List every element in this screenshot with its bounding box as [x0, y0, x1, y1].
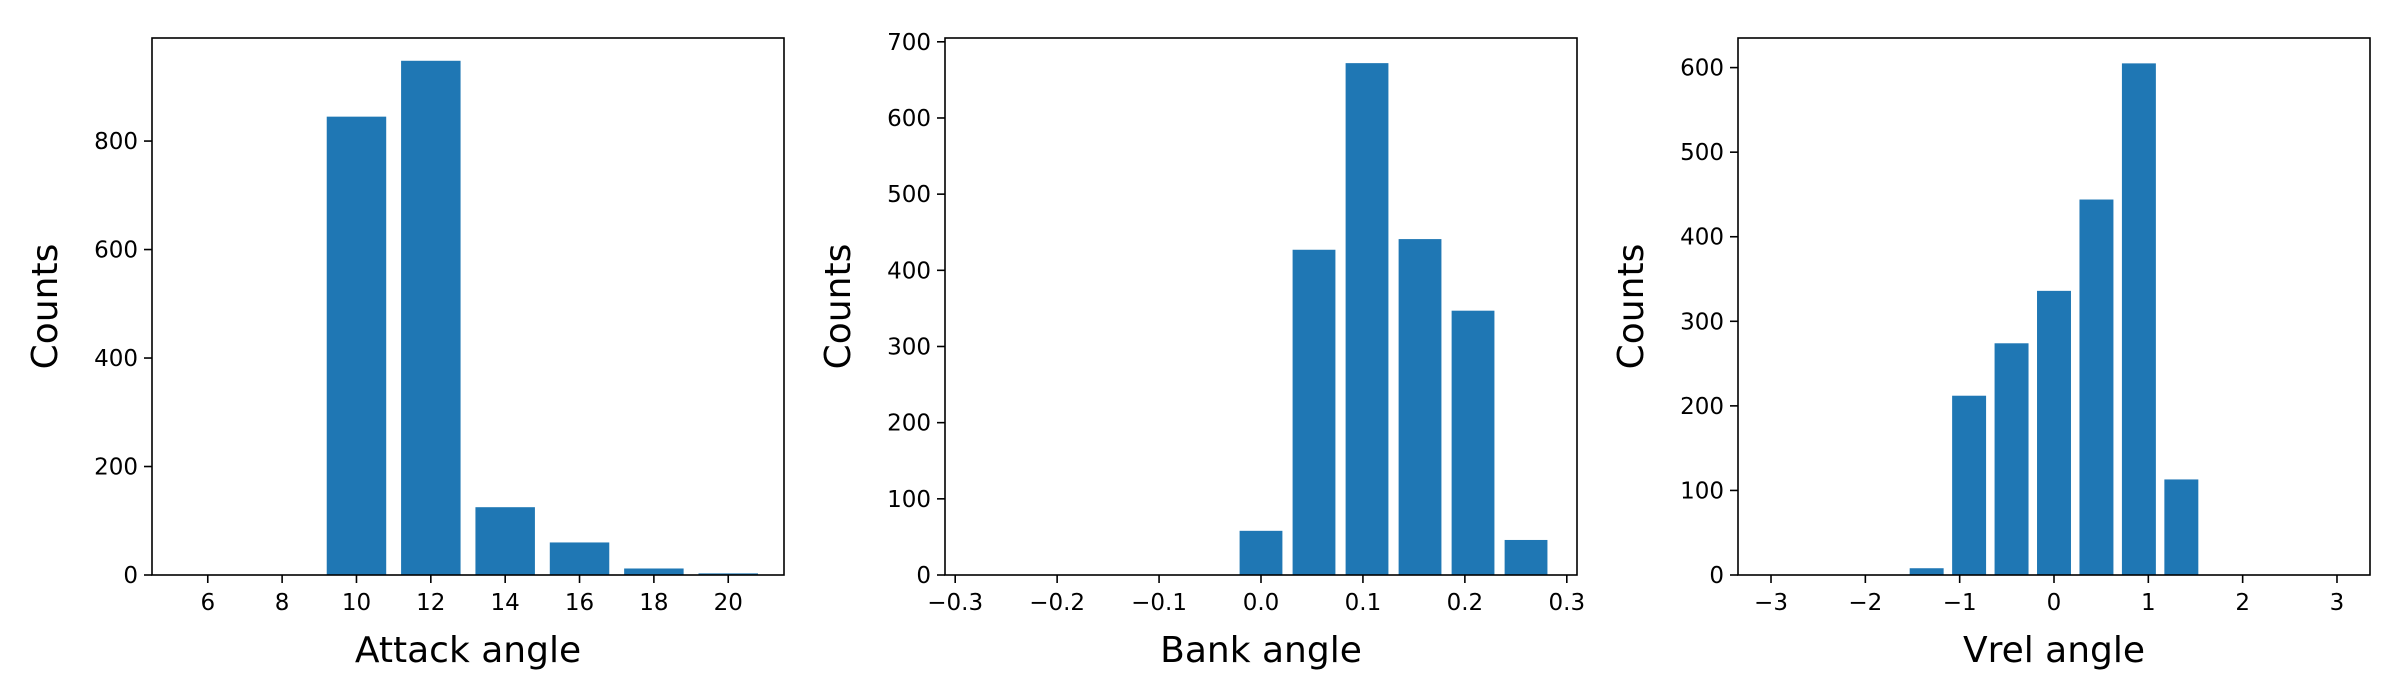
y-tick-label: 300 — [887, 334, 931, 360]
y-tick-label: 700 — [887, 30, 931, 56]
x-tick-label: −0.1 — [1131, 590, 1187, 616]
x-tick-label: 0.1 — [1345, 590, 1382, 616]
y-tick-label: 400 — [887, 258, 931, 284]
bar — [401, 60, 461, 576]
x-tick-label: 1 — [2141, 590, 2156, 616]
y-tick-label: 200 — [94, 455, 138, 481]
y-tick-label: 0 — [916, 563, 931, 589]
bank-angle-chart: −0.3 −0.2 −0.1 0.0 0.1 0.2 0.3 0 100 200 300 400 500… — [818, 30, 1585, 671]
x-tick-label: 3 — [2330, 590, 2345, 616]
bar — [1292, 249, 1336, 576]
bar — [1909, 568, 1944, 575]
x-tick-label: 14 — [491, 590, 520, 616]
bar — [2164, 479, 2199, 575]
x-tick-label: −2 — [1848, 590, 1882, 616]
y-tick-label: 600 — [94, 238, 138, 264]
x-tick-label: 20 — [714, 590, 743, 616]
y-axis-label: Counts — [1611, 244, 1652, 370]
y-tick-label: 400 — [94, 346, 138, 372]
x-tick-label: 0.0 — [1243, 590, 1280, 616]
x-axis-label: Bank angle — [1160, 630, 1362, 671]
x-tick-label: 18 — [639, 590, 668, 616]
y-tick-label: 300 — [1680, 309, 1724, 335]
x-tick-label: 0 — [2047, 590, 2062, 616]
bar — [1239, 530, 1283, 575]
x-axis-label: Vrel angle — [1963, 630, 2145, 671]
x-tick-label: −0.3 — [927, 590, 983, 616]
x-tick-label: 10 — [342, 590, 371, 616]
y-tick-label: 0 — [1709, 563, 1724, 589]
bar — [624, 568, 684, 575]
x-tick-label: 16 — [565, 590, 594, 616]
y-tick-label: 100 — [887, 487, 931, 513]
y-tick-label: 200 — [1680, 394, 1724, 420]
bar — [2121, 63, 2156, 575]
bar — [475, 507, 535, 575]
bar — [326, 116, 387, 575]
y-tick-label: 0 — [123, 563, 138, 589]
x-tick-label: 6 — [200, 590, 215, 616]
bar — [1398, 239, 1442, 575]
x-tick-label: 0.3 — [1549, 590, 1586, 616]
x-tick-label: 12 — [416, 590, 445, 616]
y-axis-label: Counts — [25, 244, 66, 370]
bar — [1994, 343, 2029, 575]
plot-frame — [151, 37, 785, 576]
bar — [698, 573, 758, 575]
y-tick-label: 500 — [1680, 140, 1724, 166]
x-tick-label: −1 — [1943, 590, 1977, 616]
y-tick-label: 500 — [887, 182, 931, 208]
bar — [1451, 310, 1495, 575]
x-axis-label: Attack angle — [355, 630, 581, 671]
y-tick-label: 600 — [1680, 56, 1724, 82]
bar — [1504, 539, 1548, 575]
x-tick-label: 2 — [2235, 590, 2250, 616]
vrel-angle-chart: −3 −2 −1 0 1 2 3 0 100 200 300 400 500 600 Vrel angle C… — [1611, 37, 2371, 671]
y-tick-label: 100 — [1680, 478, 1724, 504]
y-tick-label: 400 — [1680, 225, 1724, 251]
y-tick-label: 800 — [94, 129, 138, 155]
bar — [549, 542, 610, 575]
x-tick-label: −3 — [1754, 590, 1788, 616]
x-tick-label: 8 — [275, 590, 290, 616]
bar — [2079, 199, 2114, 575]
y-axis-label: Counts — [818, 244, 859, 370]
bar — [1345, 63, 1389, 575]
y-tick-label: 200 — [887, 411, 931, 437]
x-tick-label: 0.2 — [1447, 590, 1484, 616]
y-tick-label: 600 — [887, 106, 931, 132]
x-tick-label: −0.2 — [1029, 590, 1085, 616]
bar — [2037, 290, 2071, 575]
bar — [1952, 395, 1987, 575]
